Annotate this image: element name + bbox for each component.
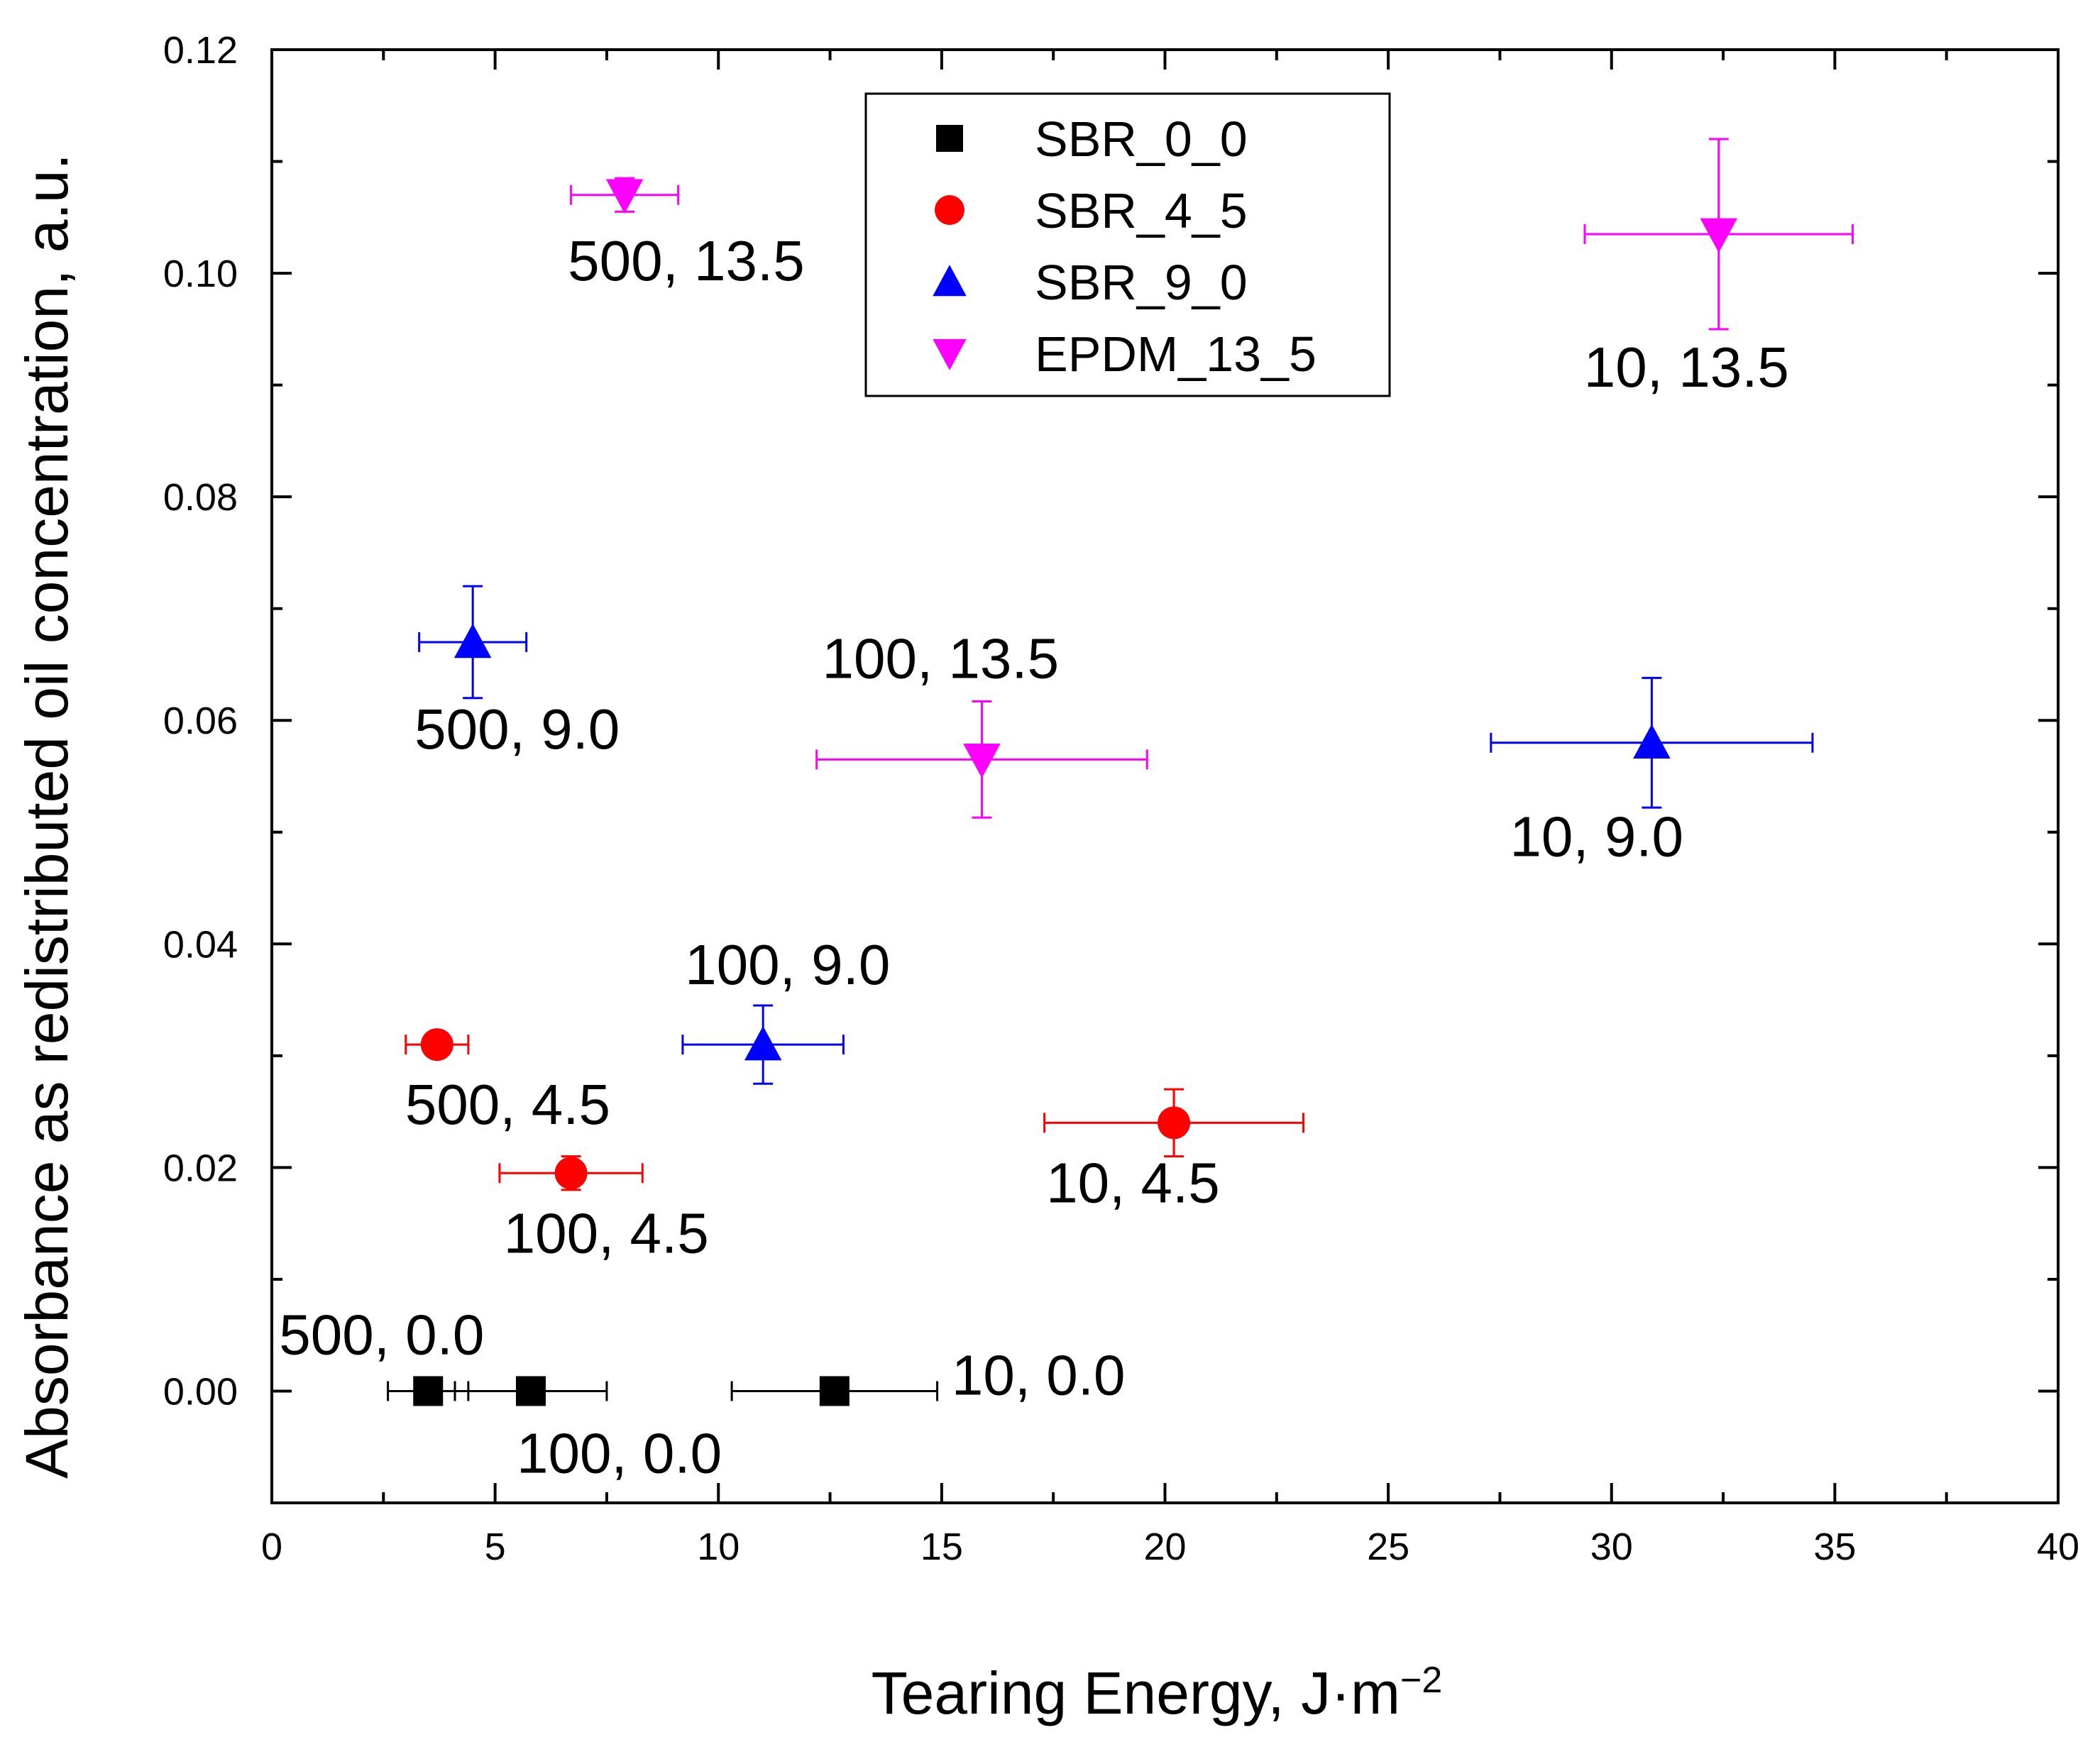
point-annotation: 10, 9.0 xyxy=(1510,805,1683,869)
data-point xyxy=(819,1376,850,1406)
data-point xyxy=(1700,218,1738,253)
legend-marker xyxy=(933,338,967,370)
series-SBR_9_0: 500, 9.0 100, 9.0 10, 9.0 xyxy=(414,585,1814,1085)
legend-label: SBR_9_0 xyxy=(1035,255,1248,310)
y-tick-label: 0.10 xyxy=(163,253,238,295)
data-point xyxy=(744,1025,782,1061)
x-tick-label: 10 xyxy=(697,1526,740,1568)
point-annotation: 10, 13.5 xyxy=(1584,336,1789,399)
legend-label: SBR_0_0 xyxy=(1035,111,1248,167)
series-SBR_0_0: 500, 0.0 100, 0.0 10, 0.0 xyxy=(279,1303,1125,1484)
point-annotation: 100, 9.0 xyxy=(685,933,890,996)
legend-marker xyxy=(933,265,967,297)
legend-marker xyxy=(936,125,963,152)
point-annotation: 500, 4.5 xyxy=(405,1073,610,1136)
x-tick-label: 20 xyxy=(1143,1526,1186,1568)
x-axis-title-superscript: −2 xyxy=(1400,1660,1442,1701)
x-tick-label: 40 xyxy=(2037,1526,2079,1568)
series-SBR_4_5: 500, 4.5 100, 4.5 10, 4.5 xyxy=(405,1028,1305,1264)
y-axis-title: Absorbance as redistributed oil concentr… xyxy=(13,153,80,1479)
x-tick-label: 25 xyxy=(1367,1526,1409,1568)
x-tick-label: 0 xyxy=(261,1526,282,1568)
legend-marker xyxy=(935,195,964,225)
point-annotation: 500, 0.0 xyxy=(279,1303,484,1366)
data-point xyxy=(1633,724,1671,759)
x-tick-label: 30 xyxy=(1590,1526,1633,1568)
data-point xyxy=(605,179,644,214)
data-point xyxy=(413,1376,444,1406)
point-annotation: 100, 0.0 xyxy=(517,1421,722,1484)
data-point xyxy=(420,1028,453,1062)
x-tick-label: 15 xyxy=(920,1526,963,1568)
point-annotation: 10, 4.5 xyxy=(1046,1151,1220,1214)
data-point xyxy=(963,744,1001,778)
data-point xyxy=(453,623,492,658)
data-point xyxy=(1158,1106,1191,1140)
point-annotation: 500, 13.5 xyxy=(568,229,805,292)
point-annotation: 100, 13.5 xyxy=(823,627,1060,690)
point-annotation: 10, 0.0 xyxy=(952,1343,1126,1406)
point-annotation: 100, 4.5 xyxy=(504,1201,709,1264)
legend: SBR_0_0 SBR_4_5 SBR_9_0 EPDM_13_5 xyxy=(864,92,1391,397)
y-tick-label: 0.02 xyxy=(163,1147,238,1189)
x-tick-label: 35 xyxy=(1813,1526,1856,1568)
y-tick-label: 0.08 xyxy=(163,476,238,519)
point-annotation: 500, 9.0 xyxy=(414,698,620,761)
y-tick-label: 0.12 xyxy=(163,29,238,72)
y-tick-label: 0.04 xyxy=(163,923,238,966)
data-point xyxy=(554,1157,588,1190)
x-axis-title: Tearing Energy, J·m−2 xyxy=(872,1660,1443,1726)
data-point xyxy=(515,1376,546,1406)
series-EPDM_13_5: 500, 13.5 100, 13.5 10, 13.5 xyxy=(568,138,1854,819)
legend-label: SBR_4_5 xyxy=(1035,183,1248,238)
legend-label: EPDM_13_5 xyxy=(1035,326,1316,382)
y-tick-label: 0.06 xyxy=(163,700,238,742)
data-layer: 500, 0.0 100, 0.0 10, 0.0 500, 4.5 100, 4.5 1… xyxy=(279,138,1854,1484)
y-tick-label: 0.00 xyxy=(163,1370,238,1413)
x-tick-label: 5 xyxy=(485,1526,506,1568)
axes-layer: 0 5 10 15 20 25 30 35 40 0.00 0.02 0.04 0.06 0.08 0.10… xyxy=(163,29,2079,1568)
